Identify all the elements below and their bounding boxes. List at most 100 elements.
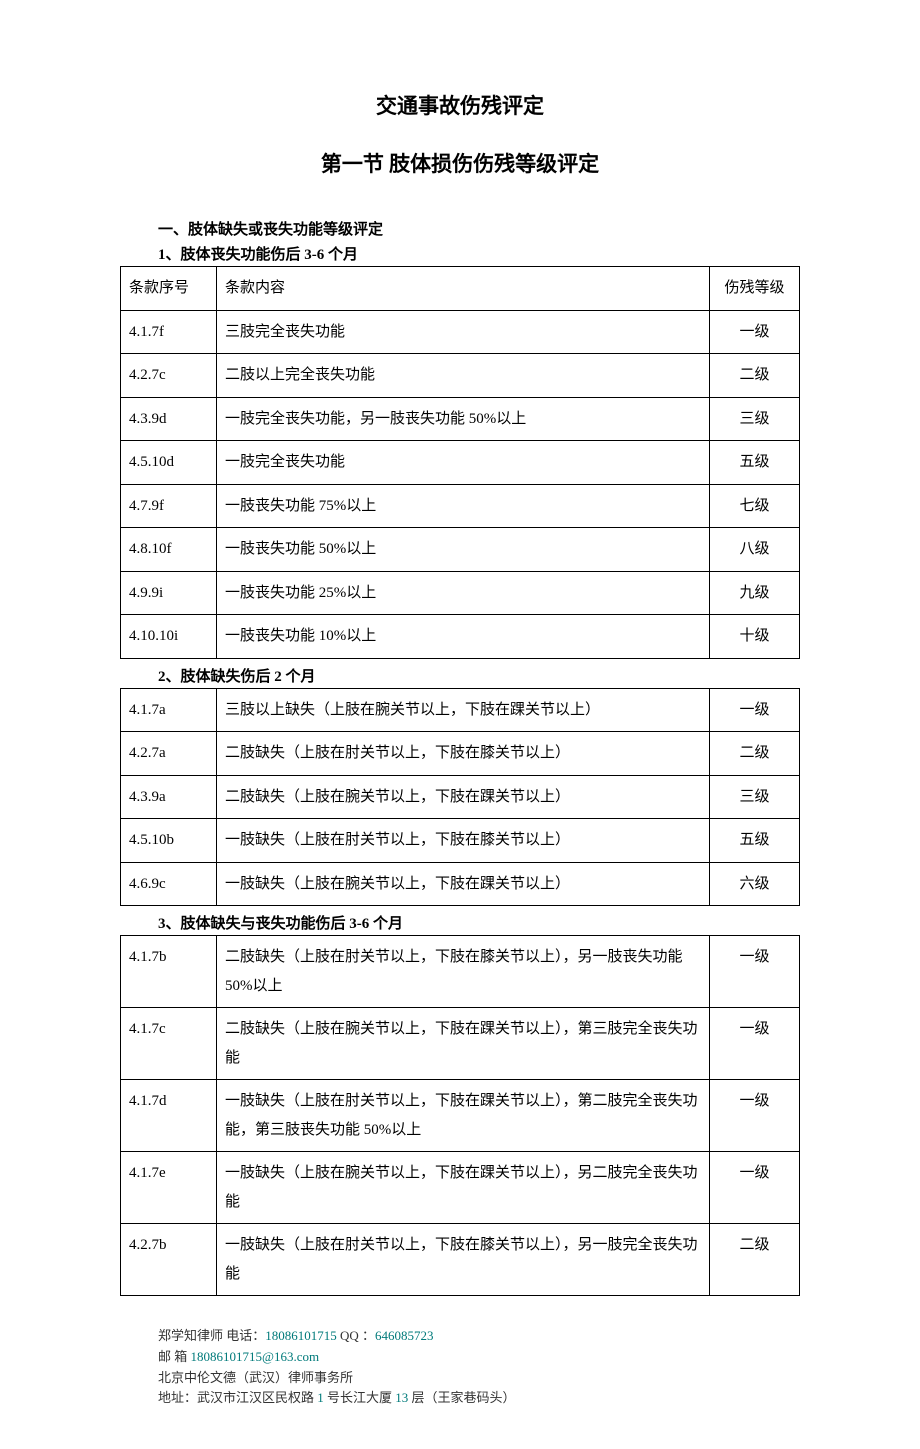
- cell-grade: 十级: [710, 615, 800, 659]
- cell-grade: 九级: [710, 571, 800, 615]
- cell-grade: 二级: [710, 1224, 800, 1296]
- footer-line-4: 地址：武汉市江汉区民权路 1 号长江大厦 13 层（王家巷码头）: [158, 1388, 800, 1409]
- table-header-row: 条款序号 条款内容 伤残等级: [121, 267, 800, 311]
- cell-id: 4.1.7e: [121, 1152, 217, 1224]
- table-row: 4.1.7e一肢缺失（上肢在腕关节以上，下肢在踝关节以上），另二肢完全丧失功能一…: [121, 1152, 800, 1224]
- footer: 郑学知律师 电话：18086101715 QQ ：646085723 邮 箱 1…: [120, 1326, 800, 1409]
- cell-grade: 一级: [710, 688, 800, 732]
- footer-email: 18086101715@163.com: [191, 1349, 320, 1364]
- cell-id: 4.1.7b: [121, 936, 217, 1008]
- table-row: 4.2.7a二肢缺失（上肢在肘关节以上，下肢在膝关节以上）二级: [121, 732, 800, 776]
- cell-content: 二肢以上完全丧失功能: [217, 354, 710, 398]
- cell-id: 4.2.7c: [121, 354, 217, 398]
- cell-content: 一肢缺失（上肢在肘关节以上，下肢在膝关节以上），另一肢完全丧失功能: [217, 1224, 710, 1296]
- cell-id: 4.3.9d: [121, 397, 217, 441]
- cell-content: 二肢缺失（上肢在肘关节以上，下肢在膝关节以上），另一肢丧失功能 50%以上: [217, 936, 710, 1008]
- cell-grade: 一级: [710, 1152, 800, 1224]
- col-header-id: 条款序号: [121, 267, 217, 311]
- table-row: 4.2.7b一肢缺失（上肢在肘关节以上，下肢在膝关节以上），另一肢完全丧失功能二…: [121, 1224, 800, 1296]
- footer-line-1: 郑学知律师 电话：18086101715 QQ ：646085723: [158, 1326, 800, 1347]
- table-row: 4.6.9c一肢缺失（上肢在腕关节以上，下肢在踝关节以上）六级: [121, 862, 800, 906]
- cell-grade: 五级: [710, 441, 800, 485]
- cell-content: 二肢缺失（上肢在肘关节以上，下肢在膝关节以上）: [217, 732, 710, 776]
- cell-content: 三肢完全丧失功能: [217, 310, 710, 354]
- cell-id: 4.7.9f: [121, 484, 217, 528]
- cell-content: 一肢丧失功能 10%以上: [217, 615, 710, 659]
- cell-content: 一肢丧失功能 25%以上: [217, 571, 710, 615]
- cell-id: 4.1.7f: [121, 310, 217, 354]
- footer-addr-e: 层（王家巷码头）: [408, 1390, 515, 1405]
- cell-content: 一肢丧失功能 75%以上: [217, 484, 710, 528]
- cell-grade: 一级: [710, 310, 800, 354]
- cell-grade: 一级: [710, 936, 800, 1008]
- cell-content: 一肢完全丧失功能，另一肢丧失功能 50%以上: [217, 397, 710, 441]
- cell-grade: 二级: [710, 732, 800, 776]
- table-row: 4.1.7d一肢缺失（上肢在肘关节以上，下肢在踝关节以上），第二肢完全丧失功能，…: [121, 1080, 800, 1152]
- cell-grade: 七级: [710, 484, 800, 528]
- footer-addr-d: 13: [395, 1390, 408, 1405]
- table-row: 4.3.9d一肢完全丧失功能，另一肢丧失功能 50%以上三级: [121, 397, 800, 441]
- cell-grade: 一级: [710, 1008, 800, 1080]
- footer-line-3: 北京中伦文德（武汉）律师事务所: [158, 1368, 800, 1389]
- table-row: 4.8.10f一肢丧失功能 50%以上八级: [121, 528, 800, 572]
- cell-grade: 三级: [710, 397, 800, 441]
- cell-id: 4.1.7d: [121, 1080, 217, 1152]
- cell-grade: 八级: [710, 528, 800, 572]
- table-row: 4.1.7c二肢缺失（上肢在腕关节以上，下肢在踝关节以上），第三肢完全丧失功能一…: [121, 1008, 800, 1080]
- col-header-content: 条款内容: [217, 267, 710, 311]
- cell-content: 一肢丧失功能 50%以上: [217, 528, 710, 572]
- cell-id: 4.5.10b: [121, 819, 217, 863]
- table-1-3: 4.1.7b二肢缺失（上肢在肘关节以上，下肢在膝关节以上），另一肢丧失功能 50…: [120, 935, 800, 1296]
- table-row: 4.1.7b二肢缺失（上肢在肘关节以上，下肢在膝关节以上），另一肢丧失功能 50…: [121, 936, 800, 1008]
- cell-grade: 三级: [710, 775, 800, 819]
- cell-content: 二肢缺失（上肢在腕关节以上，下肢在踝关节以上），第三肢完全丧失功能: [217, 1008, 710, 1080]
- cell-id: 4.10.10i: [121, 615, 217, 659]
- table-1-2: 4.1.7a三肢以上缺失（上肢在腕关节以上，下肢在踝关节以上）一级4.2.7a二…: [120, 688, 800, 907]
- col-header-grade: 伤残等级: [710, 267, 800, 311]
- footer-line-2: 邮 箱 18086101715@163.com: [158, 1347, 800, 1368]
- cell-id: 4.1.7c: [121, 1008, 217, 1080]
- document-subtitle: 第一节 肢体损伤伤残等级评定: [120, 148, 800, 178]
- table-row: 4.1.7f三肢完全丧失功能一级: [121, 310, 800, 354]
- cell-content: 一肢缺失（上肢在腕关节以上，下肢在踝关节以上），另二肢完全丧失功能: [217, 1152, 710, 1224]
- footer-email-label: 邮 箱: [158, 1349, 191, 1364]
- footer-phone: 18086101715: [265, 1328, 337, 1343]
- section-1-header: 一、肢体缺失或丧失功能等级评定: [120, 218, 800, 239]
- cell-grade: 二级: [710, 354, 800, 398]
- table-row: 4.9.9i一肢丧失功能 25%以上九级: [121, 571, 800, 615]
- footer-qq: 646085723: [375, 1328, 434, 1343]
- cell-id: 4.1.7a: [121, 688, 217, 732]
- subsection-1-2-header: 2、肢体缺失伤后 2 个月: [120, 665, 800, 686]
- subsection-1-3-header: 3、肢体缺失与丧失功能伤后 3-6 个月: [120, 912, 800, 933]
- table-row: 4.5.10d一肢完全丧失功能五级: [121, 441, 800, 485]
- table-row: 4.7.9f一肢丧失功能 75%以上七级: [121, 484, 800, 528]
- cell-id: 4.6.9c: [121, 862, 217, 906]
- cell-id: 4.2.7b: [121, 1224, 217, 1296]
- subsection-1-1-header: 1、肢体丧失功能伤后 3-6 个月: [120, 243, 800, 264]
- footer-qq-label: QQ ：: [337, 1328, 375, 1343]
- table-row: 4.2.7c二肢以上完全丧失功能二级: [121, 354, 800, 398]
- cell-content: 一肢缺失（上肢在肘关节以上，下肢在膝关节以上）: [217, 819, 710, 863]
- cell-id: 4.8.10f: [121, 528, 217, 572]
- table-row: 4.5.10b一肢缺失（上肢在肘关节以上，下肢在膝关节以上）五级: [121, 819, 800, 863]
- cell-id: 4.5.10d: [121, 441, 217, 485]
- table-row: 4.3.9a二肢缺失（上肢在腕关节以上，下肢在踝关节以上）三级: [121, 775, 800, 819]
- cell-content: 二肢缺失（上肢在腕关节以上，下肢在踝关节以上）: [217, 775, 710, 819]
- cell-content: 一肢完全丧失功能: [217, 441, 710, 485]
- table-row: 4.10.10i一肢丧失功能 10%以上十级: [121, 615, 800, 659]
- footer-addr-c: 号长江大厦: [324, 1390, 396, 1405]
- cell-grade: 五级: [710, 819, 800, 863]
- cell-id: 4.9.9i: [121, 571, 217, 615]
- table-1-1: 条款序号 条款内容 伤残等级 4.1.7f三肢完全丧失功能一级4.2.7c二肢以…: [120, 266, 800, 659]
- cell-id: 4.2.7a: [121, 732, 217, 776]
- document-title: 交通事故伤残评定: [120, 90, 800, 120]
- cell-id: 4.3.9a: [121, 775, 217, 819]
- footer-addr-a: 地址：武汉市江汉区民权路: [158, 1390, 317, 1405]
- table-row: 4.1.7a三肢以上缺失（上肢在腕关节以上，下肢在踝关节以上）一级: [121, 688, 800, 732]
- cell-content: 三肢以上缺失（上肢在腕关节以上，下肢在踝关节以上）: [217, 688, 710, 732]
- cell-grade: 一级: [710, 1080, 800, 1152]
- cell-content: 一肢缺失（上肢在腕关节以上，下肢在踝关节以上）: [217, 862, 710, 906]
- footer-lawyer-label: 郑学知律师 电话：: [158, 1328, 265, 1343]
- cell-content: 一肢缺失（上肢在肘关节以上，下肢在踝关节以上），第二肢完全丧失功能，第三肢丧失功…: [217, 1080, 710, 1152]
- cell-grade: 六级: [710, 862, 800, 906]
